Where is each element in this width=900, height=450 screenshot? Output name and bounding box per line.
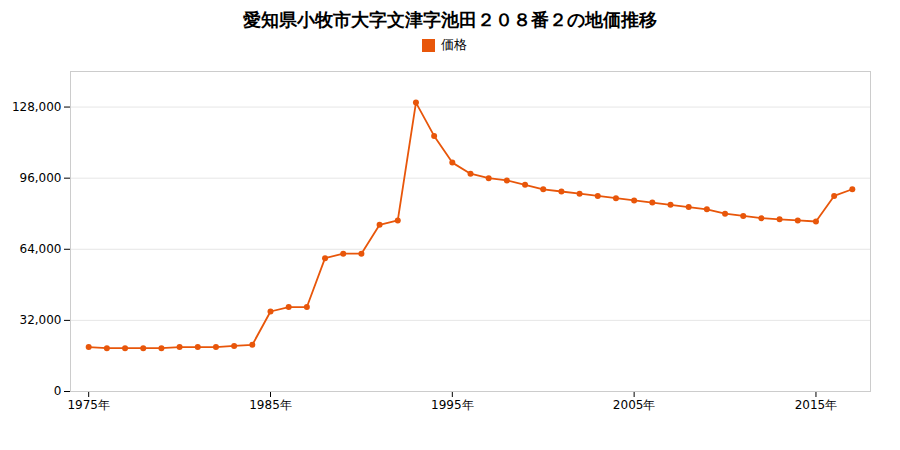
html-text:愛知県小牧市大字文津字池田２０８番２の地価推移: 愛知県小牧市大字文津字池田２０８番２の地価推移 — [243, 9, 657, 30]
svg-text:1985年: 1985年 — [249, 398, 292, 412]
html-text:価格: 価格 — [440, 37, 467, 52]
svg-text:1975年: 1975年 — [67, 398, 110, 412]
svg-text:2005年: 2005年 — [613, 398, 656, 412]
svg-text:32,000: 32,000 — [20, 313, 62, 327]
svg-text:96,000: 96,000 — [20, 171, 62, 185]
svg-text:128,000: 128,000 — [12, 100, 62, 114]
svg-text:64,000: 64,000 — [20, 242, 62, 256]
svg-text:0: 0 — [54, 384, 62, 398]
svg-text:1995年: 1995年 — [431, 398, 474, 412]
svg-text:2015年: 2015年 — [795, 398, 838, 412]
